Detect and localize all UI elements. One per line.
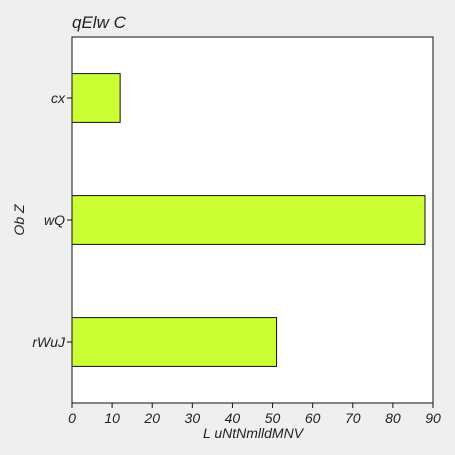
bar-cx [71,73,121,123]
y-tick-group: rWuJ wQ cx [32,90,72,350]
x-tick-label: 0 [68,410,76,426]
x-tick-label: 80 [385,410,401,426]
y-tick-label: rWuJ [32,334,66,350]
chart-title: qElw C [72,13,127,32]
x-tick-label: 90 [425,410,441,426]
x-tick-label: 40 [225,410,241,426]
y-axis-label: Ob Z [11,204,27,236]
x-tick-label: 70 [345,410,361,426]
y-tick-label: cx [51,90,66,106]
x-tick-label: 30 [185,410,201,426]
bar-group [71,73,426,367]
x-tick-label: 20 [143,410,160,426]
x-tick-group: 0 10 20 30 40 50 60 70 80 90 [68,403,441,426]
bar-rWuJ [71,317,278,367]
x-tick-label: 50 [265,410,281,426]
y-tick-label: wQ [44,212,65,228]
bar-wQ [71,195,426,245]
x-tick-label: 10 [104,410,120,426]
x-axis-label: L uNtNmlldMNV [203,425,305,441]
x-tick-label: 60 [305,410,321,426]
